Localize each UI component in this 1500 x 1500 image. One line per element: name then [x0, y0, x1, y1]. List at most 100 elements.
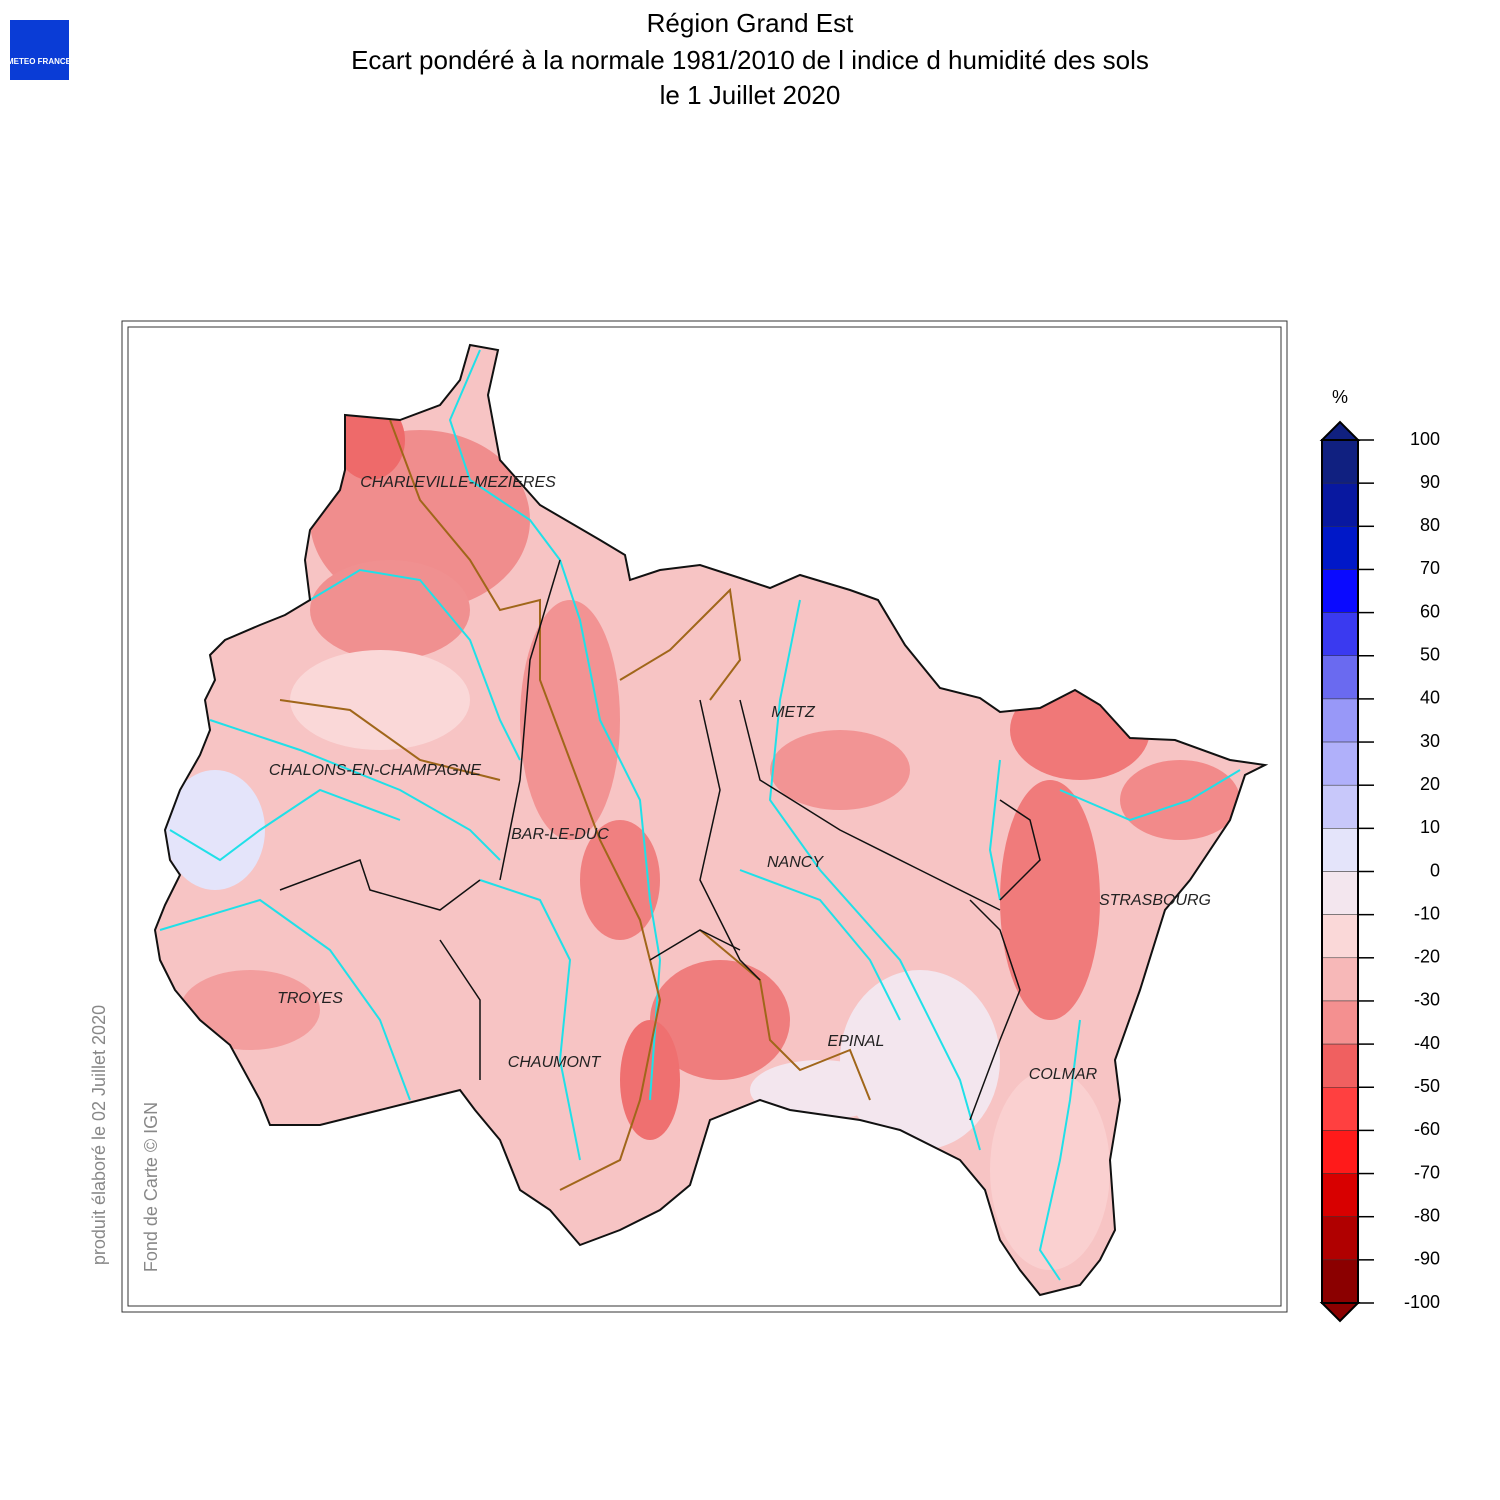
- colorbar-bin: [1321, 698, 1359, 743]
- title-line: Ecart pondéré à la normale 1981/2010 de …: [351, 45, 1149, 75]
- colorbar-tick-label: 60: [1420, 601, 1440, 621]
- colorbar-bin: [1321, 1087, 1359, 1131]
- colorbar-over: [1319, 420, 1361, 441]
- dept-border: [699, 699, 761, 981]
- colorbar-tick-label: -100: [1404, 1292, 1440, 1312]
- dept-border: [499, 559, 561, 881]
- colorbar-under: [1319, 1302, 1361, 1323]
- colorbar-bin: [1321, 871, 1359, 915]
- shade-patch: [650, 960, 790, 1080]
- river: [209, 719, 501, 861]
- colorbar-bin: [1321, 526, 1359, 570]
- river: [479, 879, 581, 1161]
- shade-patch: [1010, 680, 1150, 780]
- basin-border: [279, 699, 501, 781]
- region-outline: [153, 343, 1269, 1297]
- colorbar-bin: [1321, 828, 1359, 872]
- colorbar-tick-label: 30: [1420, 731, 1440, 751]
- map: CHARLEVILLE-MEZIERES METZ CHALONS-EN-CHAMP…: [153, 343, 1269, 1297]
- dept-border: [279, 859, 481, 911]
- colorbar-bin: [1321, 1043, 1359, 1088]
- river: [1038, 1019, 1081, 1281]
- colorbar-tick-label: -20: [1414, 947, 1440, 967]
- river: [988, 759, 1001, 901]
- shade-patch: [840, 970, 1000, 1150]
- river: [309, 568, 521, 761]
- colorbar-bin: [1321, 914, 1359, 959]
- title-line: le 1 Juillet 2020: [660, 80, 841, 110]
- shade-patch: [1000, 780, 1100, 1020]
- colorbar-bin: [1321, 1259, 1359, 1304]
- shade-patch: [165, 770, 265, 890]
- river: [1059, 769, 1241, 822]
- colorbar-bin: [1321, 482, 1359, 527]
- colorbar-tick-label: 50: [1420, 645, 1440, 665]
- colorbar-bin: [1321, 1216, 1359, 1261]
- colorbar-tick-label: -80: [1414, 1205, 1440, 1225]
- city-label: STRASBOURG: [1099, 892, 1211, 909]
- colorbar-bin: [1321, 741, 1359, 786]
- basin-border: [699, 929, 871, 1101]
- colorbar-bin: [1321, 957, 1359, 1002]
- colorbar-tick-label: 40: [1420, 688, 1440, 708]
- colorbar-tick-label: 20: [1420, 774, 1440, 794]
- colorbar-tick-label: 0: [1430, 860, 1440, 880]
- colorbar-bin: [1321, 1000, 1359, 1045]
- city-label: BAR-LE-DUC: [511, 826, 609, 843]
- shade-patch: [310, 560, 470, 660]
- colorbar-tick-label: -60: [1414, 1119, 1440, 1139]
- river: [768, 599, 981, 1151]
- city-label: CHAUMONT: [508, 1054, 602, 1071]
- city-label: EPINAL: [828, 1033, 885, 1050]
- basin-border: [619, 587, 742, 701]
- dept-border: [999, 799, 1041, 901]
- side-note: produit élaboré le 02 Juillet 2020: [89, 1005, 109, 1265]
- dept-border: [439, 939, 481, 1080]
- map-frame: [127, 326, 1282, 1307]
- colorbar-tick-label: 100: [1410, 429, 1440, 449]
- river: [448, 349, 662, 1101]
- logo-text: METEO FRANCE: [7, 57, 72, 66]
- logo-box: [10, 20, 69, 80]
- basin-border: [389, 419, 662, 1191]
- colorbar-bin: [1321, 784, 1359, 829]
- shade-patch: [290, 650, 470, 750]
- river: [169, 788, 401, 862]
- colorbar-bin: [1321, 1130, 1359, 1174]
- city-label: TROYES: [277, 990, 343, 1007]
- colorbar-tick-label: 80: [1420, 515, 1440, 535]
- colorbar-tick-label: -40: [1414, 1033, 1440, 1053]
- city-label: COLMAR: [1029, 1066, 1098, 1083]
- shade-patch: [990, 1070, 1110, 1270]
- colorbar-bin: [1321, 612, 1359, 656]
- dept-border: [739, 699, 1001, 911]
- title-line: Région Grand Est: [647, 8, 854, 38]
- shade-patch: [1120, 760, 1240, 840]
- city-label: METZ: [771, 704, 816, 721]
- side-note: Fond de Carte © IGN: [141, 1102, 161, 1272]
- river: [739, 869, 901, 1021]
- river: [159, 898, 411, 1101]
- shade-patch: [620, 1020, 680, 1140]
- colorbar-bin: [1321, 1173, 1359, 1217]
- colorbar-tick-label: -10: [1414, 903, 1440, 923]
- map-frame: [121, 320, 1288, 1313]
- city-label: CHARLEVILLE-MEZIERES: [360, 474, 556, 491]
- colorbar-tick-label: -70: [1414, 1162, 1440, 1182]
- colorbar-bin: [1321, 655, 1359, 700]
- colorbar-unit: %: [1332, 387, 1348, 407]
- colorbar-tick-label: -50: [1414, 1076, 1440, 1096]
- shade-patch: [770, 730, 910, 810]
- colorbar-tick-label: -30: [1414, 990, 1440, 1010]
- shading: [159, 349, 1241, 1281]
- colorbar-bin: [1321, 569, 1359, 613]
- colorbar: 1009080706050403020100-10-20-30-40-50-60…: [1319, 420, 1440, 1323]
- colorbar-tick-label: 90: [1420, 472, 1440, 492]
- colorbar-bin: [1321, 439, 1359, 484]
- shade-patch: [180, 970, 320, 1050]
- dept-border: [649, 929, 741, 961]
- shade-patch: [750, 1060, 890, 1120]
- colorbar-tick-label: -90: [1414, 1249, 1440, 1269]
- city-label: CHALONS-EN-CHAMPAGNE: [269, 762, 482, 779]
